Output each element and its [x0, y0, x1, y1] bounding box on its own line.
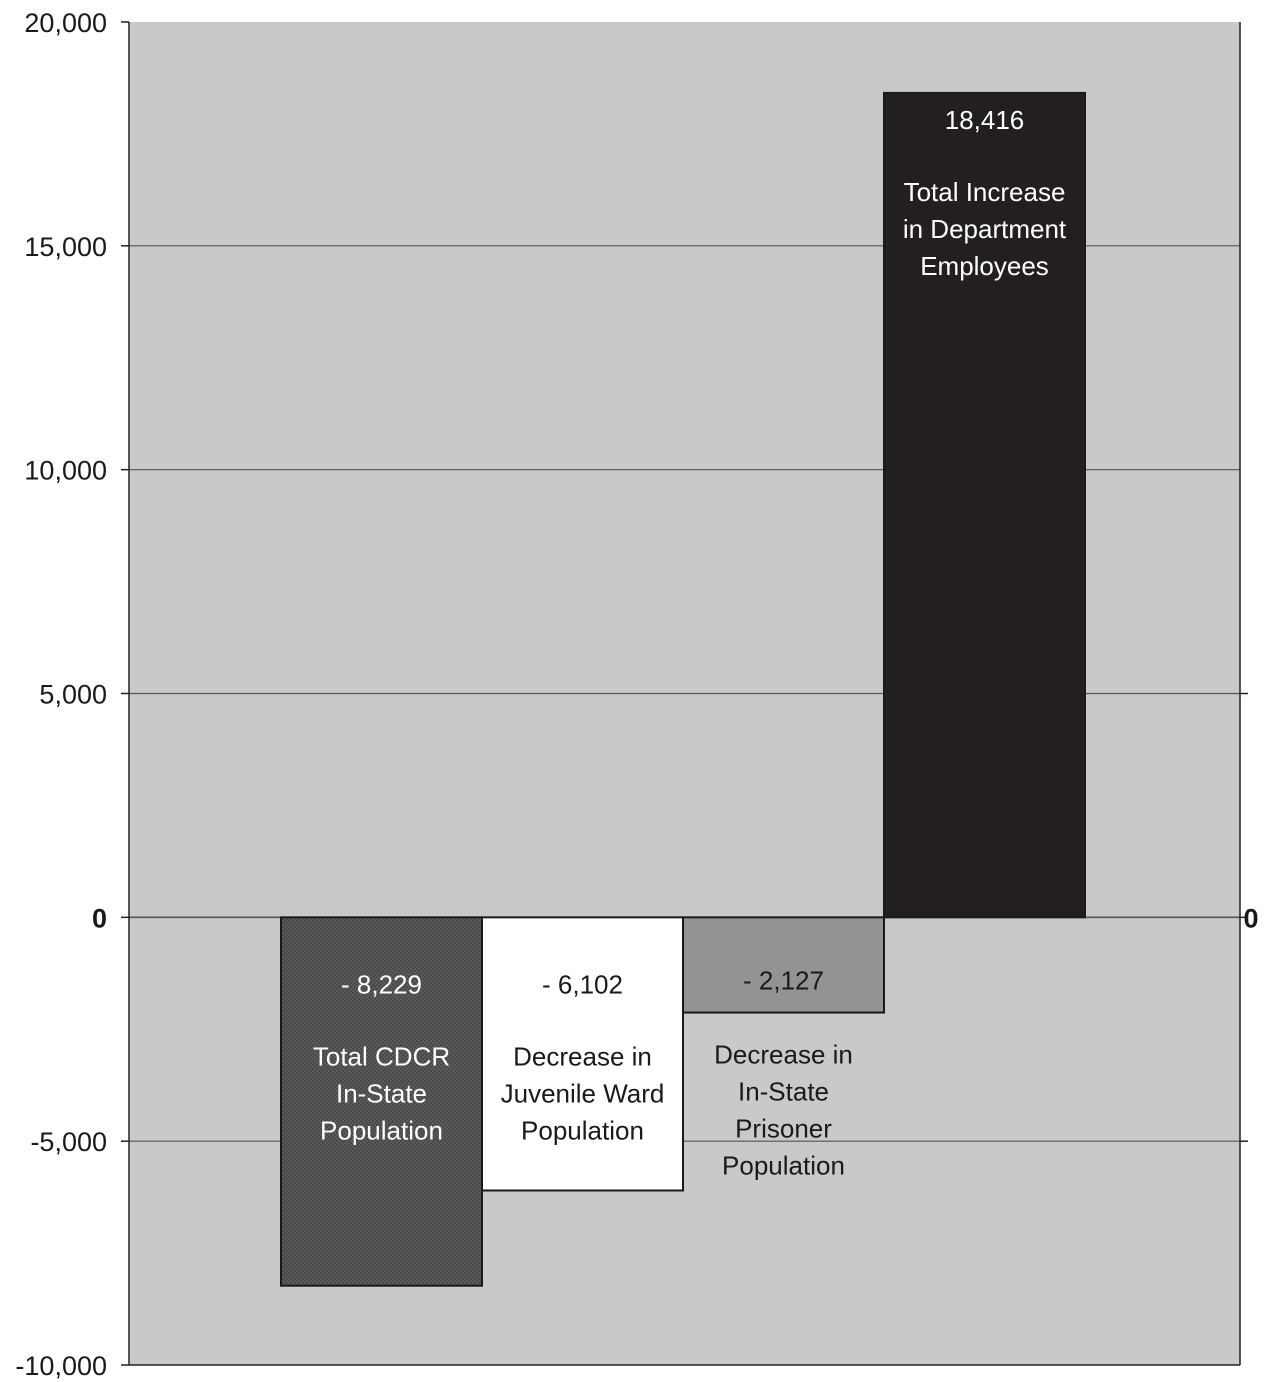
- y-tick-label: -5,000: [30, 1127, 107, 1157]
- bar-category-label: Population: [320, 1115, 443, 1145]
- bar-category-label: Employees: [920, 251, 1049, 281]
- bar-category-label: In-State: [336, 1078, 427, 1108]
- bar-category-label: Prisoner: [735, 1113, 832, 1143]
- bar-category-label: in Department: [903, 214, 1067, 244]
- y-tick-label: 20,000: [24, 8, 107, 38]
- y-tick-label: 0: [92, 903, 107, 933]
- bar-category-label: Decrease in: [513, 1041, 652, 1071]
- bar-category-label: Juvenile Ward: [501, 1078, 665, 1108]
- y-tick-label: -10,000: [15, 1351, 107, 1381]
- y-tick-label: 10,000: [24, 456, 107, 486]
- bar: [682, 916, 885, 1014]
- bar-category-label: Total Increase: [904, 177, 1066, 207]
- bar: [883, 91, 1086, 919]
- bar-value-label: - 2,127: [743, 965, 824, 995]
- bar-category-label: Population: [521, 1115, 644, 1145]
- bar: [481, 916, 684, 1192]
- bar: [280, 916, 483, 1287]
- bar-category-label: Population: [722, 1150, 845, 1180]
- bar-category-label: In-State: [738, 1076, 829, 1106]
- y-tick-label: 5,000: [39, 680, 107, 710]
- bar-value-label: - 8,229: [341, 969, 422, 999]
- bar-value-label: 18,416: [945, 105, 1025, 135]
- right-axis-zero-label: 0: [1243, 903, 1258, 933]
- bar-value-label: - 6,102: [542, 969, 623, 999]
- bar-category-label: Total CDCR: [313, 1041, 450, 1071]
- bar-category-label: Decrease in: [714, 1039, 853, 1069]
- axes: [121, 21, 1248, 1366]
- bar-group: - 8,229 Total CDCR In-State Population - 6,1…: [280, 91, 1086, 1287]
- y-axis-tick-labels: 20,000 15,000 10,000 5,000 0 -5,000 -10,000: [15, 8, 107, 1381]
- y-tick-label: 15,000: [24, 232, 107, 262]
